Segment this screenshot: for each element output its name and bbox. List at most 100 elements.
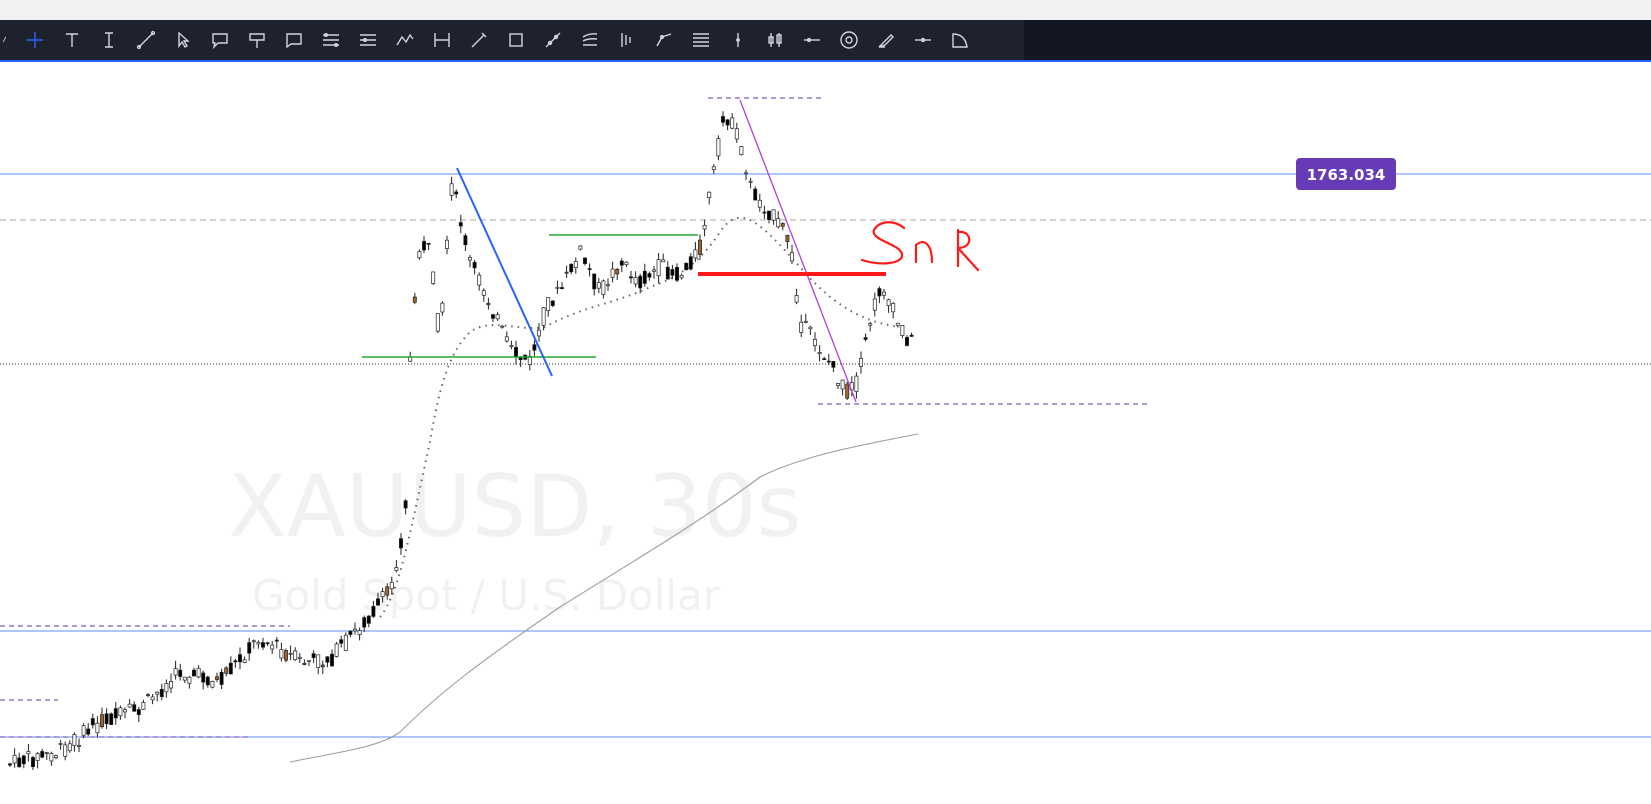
candle-body xyxy=(182,676,187,681)
candle-body xyxy=(458,222,463,227)
tool-cut-button[interactable] xyxy=(2,21,16,59)
candle-body xyxy=(307,660,311,663)
candle-body xyxy=(8,763,12,766)
candle-body xyxy=(196,667,201,678)
drawing-toolbar xyxy=(0,20,1024,60)
candle-body xyxy=(17,757,22,768)
candle-body xyxy=(325,656,330,663)
candle-body xyxy=(583,257,587,264)
candle-body xyxy=(578,245,583,250)
candle-body xyxy=(242,659,247,663)
candle-body xyxy=(854,375,859,392)
candle-body xyxy=(767,210,771,221)
candle-body xyxy=(872,298,877,311)
candle-body xyxy=(394,567,399,571)
candle-body xyxy=(316,654,321,668)
cross-line-icon xyxy=(914,37,931,43)
candle-body xyxy=(155,691,160,695)
tool-vertical-line-button[interactable] xyxy=(719,21,756,59)
arc-icon xyxy=(951,33,968,48)
zigzag-icon xyxy=(395,33,414,46)
candle-body xyxy=(274,639,279,642)
tool-callout-button[interactable] xyxy=(201,21,238,59)
price-label-badge[interactable]: 1763.034 xyxy=(1296,158,1396,190)
target-icon xyxy=(839,31,858,49)
candle-body xyxy=(863,337,868,340)
candle-body xyxy=(146,694,150,696)
candle-body xyxy=(587,268,592,270)
candle-body xyxy=(684,262,689,271)
candle-body xyxy=(265,642,270,645)
candle-body xyxy=(730,117,735,129)
tool-comment-button[interactable] xyxy=(275,21,312,59)
candle-body xyxy=(67,743,72,752)
tool-parallel-channel-button[interactable] xyxy=(312,21,349,59)
candle-body xyxy=(219,671,224,685)
trend-line-icon xyxy=(136,30,155,50)
candle-body xyxy=(293,650,298,661)
trend-line-blue[interactable] xyxy=(456,167,553,377)
candle-body xyxy=(504,336,509,342)
toolbar-border xyxy=(0,60,1651,62)
candle-body xyxy=(845,383,850,399)
candle-body xyxy=(40,751,45,758)
tool-date-range-button[interactable] xyxy=(423,21,460,59)
tool-horizontal-ray-button[interactable] xyxy=(793,21,830,59)
tool-crosshair-button[interactable] xyxy=(16,21,53,59)
candle-body xyxy=(468,257,472,261)
candle-body xyxy=(35,753,40,761)
pitchfork-icon xyxy=(359,34,376,46)
candle-body xyxy=(891,302,896,313)
candle-body xyxy=(141,702,146,710)
tool-arrow-pointer-button[interactable] xyxy=(164,21,201,59)
candle-body xyxy=(886,299,891,307)
candle-body xyxy=(261,642,265,648)
tool-ruler-button[interactable] xyxy=(534,21,571,59)
candle-body xyxy=(44,752,49,754)
tool-zigzag-button[interactable] xyxy=(386,21,423,59)
tool-cross-line-button[interactable] xyxy=(904,21,941,59)
tool-candle-pattern-button[interactable] xyxy=(756,21,793,59)
tool-text-cursor-button[interactable] xyxy=(90,21,127,59)
arrow-pointer-icon xyxy=(177,31,190,49)
candle-body xyxy=(882,291,886,296)
tool-trend-line-button[interactable] xyxy=(127,21,164,59)
candle-body xyxy=(702,224,707,230)
tool-rectangle-button[interactable] xyxy=(497,21,534,59)
candle-body xyxy=(104,713,109,725)
tool-target-button[interactable] xyxy=(830,21,867,59)
candle-body xyxy=(744,172,748,175)
candle-body xyxy=(362,617,367,628)
brush-icon xyxy=(471,32,486,48)
tool-long-position-button[interactable] xyxy=(608,21,645,59)
chart-area[interactable]: XAUUSD, 30s Gold Spot / U.S. Dollar xyxy=(0,62,1651,804)
tool-signpost-button[interactable] xyxy=(238,21,275,59)
tool-horizontal-lines-button[interactable] xyxy=(682,21,719,59)
candle-body xyxy=(127,703,132,708)
candle-body xyxy=(49,753,54,762)
candle-body xyxy=(205,676,210,686)
candle-body xyxy=(159,688,164,697)
tool-brush-button[interactable] xyxy=(460,21,497,59)
candle-body xyxy=(808,326,813,330)
trend-line-purple[interactable] xyxy=(739,99,857,403)
tool-highlighter-button[interactable] xyxy=(867,21,904,59)
candle-body xyxy=(228,662,233,675)
comment-icon xyxy=(285,33,302,49)
candle-body xyxy=(532,344,537,351)
tool-arc-button[interactable] xyxy=(941,21,978,59)
callout-icon xyxy=(211,33,228,50)
tool-pitchfork-button[interactable] xyxy=(349,21,386,59)
candle-body xyxy=(592,273,597,290)
tool-text-button[interactable] xyxy=(53,21,90,59)
tool-path-button[interactable] xyxy=(645,21,682,59)
handwritten-annotation[interactable] xyxy=(860,221,980,272)
toolbar-background xyxy=(1024,20,1651,60)
candle-body xyxy=(454,191,459,195)
tool-fib-fan-button[interactable] xyxy=(571,21,608,59)
candle-body xyxy=(624,261,629,266)
fib-fan-icon xyxy=(582,33,597,46)
candle-body xyxy=(757,199,762,208)
candle-body xyxy=(573,261,578,268)
cut-icon xyxy=(2,36,7,43)
